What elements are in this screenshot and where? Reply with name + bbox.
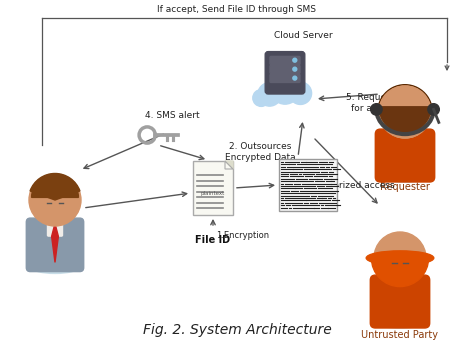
FancyBboxPatch shape (270, 74, 300, 82)
Wedge shape (30, 174, 80, 200)
Circle shape (253, 90, 270, 106)
Circle shape (428, 104, 439, 115)
Circle shape (289, 82, 311, 104)
Circle shape (258, 83, 282, 106)
Circle shape (379, 86, 431, 138)
Circle shape (371, 104, 382, 115)
Text: 4. SMS alert: 4. SMS alert (145, 110, 200, 119)
Wedge shape (379, 107, 431, 133)
Circle shape (293, 76, 297, 80)
Polygon shape (225, 161, 233, 169)
Circle shape (374, 232, 426, 284)
Wedge shape (378, 85, 432, 121)
Text: Fig. 2. System Architecture: Fig. 2. System Architecture (143, 323, 331, 337)
Text: Cloud Server: Cloud Server (273, 31, 332, 39)
Text: If accept, Send File ID through SMS: If accept, Send File ID through SMS (157, 5, 317, 14)
Polygon shape (52, 223, 58, 262)
Text: 3. Unauthorized access: 3. Unauthorized access (289, 180, 395, 189)
FancyBboxPatch shape (265, 51, 305, 94)
Text: Untrusted Party: Untrusted Party (362, 330, 438, 340)
FancyBboxPatch shape (279, 159, 337, 211)
Ellipse shape (378, 318, 422, 328)
Circle shape (271, 75, 300, 104)
Wedge shape (372, 258, 428, 287)
FancyBboxPatch shape (26, 218, 84, 272)
Text: plaintext: plaintext (201, 190, 225, 196)
Text: Requester: Requester (380, 182, 430, 192)
Text: 5. Request
for a file: 5. Request for a file (346, 93, 394, 113)
Text: 1.Encryption: 1.Encryption (216, 230, 269, 239)
FancyBboxPatch shape (270, 56, 300, 64)
Circle shape (29, 174, 81, 226)
Text: 2. Outsources
Encrypted Data: 2. Outsources Encrypted Data (225, 142, 295, 162)
Circle shape (379, 86, 431, 138)
Text: File ID: File ID (195, 235, 230, 245)
FancyBboxPatch shape (370, 275, 430, 328)
Ellipse shape (383, 172, 427, 182)
Circle shape (293, 67, 297, 71)
FancyBboxPatch shape (270, 66, 300, 73)
Wedge shape (32, 174, 78, 198)
Ellipse shape (32, 262, 78, 273)
FancyBboxPatch shape (375, 129, 435, 182)
FancyBboxPatch shape (193, 161, 233, 215)
Circle shape (293, 58, 297, 62)
Ellipse shape (366, 251, 434, 265)
FancyBboxPatch shape (47, 220, 63, 236)
